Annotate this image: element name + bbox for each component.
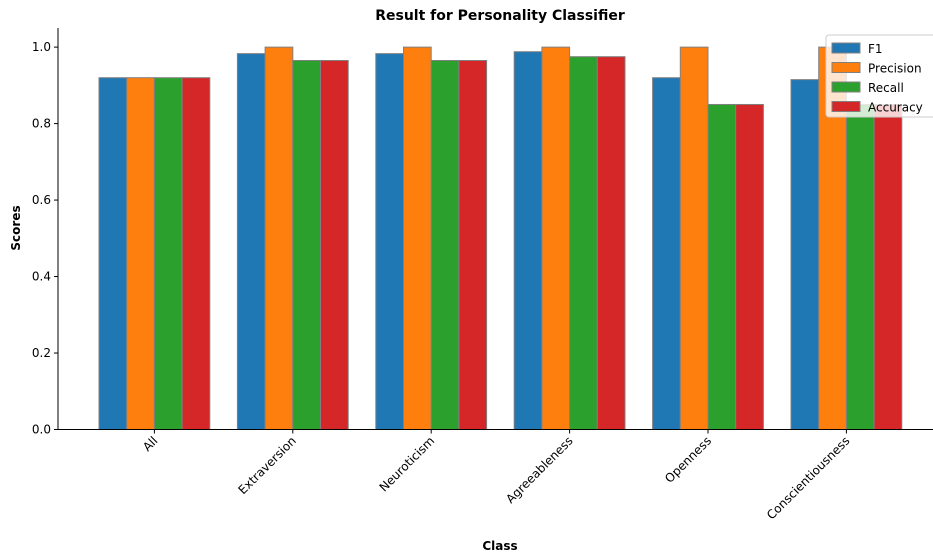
bar-recall-conscientiousness xyxy=(845,103,875,430)
bar-accuracy-conscientiousness xyxy=(873,103,903,430)
x-axis-ticks: All Extraversion Neuroticism Agreeableness O… xyxy=(140,429,853,523)
bar-accuracy-extraversion xyxy=(320,60,349,430)
legend-swatch-recall xyxy=(831,81,861,93)
bar-recall-agreeableness xyxy=(569,56,598,431)
x-tick-label: Neuroticism xyxy=(377,434,438,495)
bar-recall-neuroticism xyxy=(430,60,460,430)
x-axis-label: Class xyxy=(482,539,517,553)
bar-f1-neuroticism xyxy=(375,53,404,430)
legend: F1 Precision Recall Accuracy xyxy=(825,34,933,118)
bar-f1-conscientiousness xyxy=(790,79,820,430)
legend-swatch-precision xyxy=(831,62,861,73)
legend-label-f1: F1 xyxy=(868,42,883,56)
bar-precision-neuroticism xyxy=(403,46,432,430)
legend-box xyxy=(825,34,933,118)
x-tick-label: Extraversion xyxy=(236,434,299,497)
x-tick-label: Openness xyxy=(662,434,714,486)
bar-f1-agreeableness xyxy=(513,51,543,431)
bar-precision-all xyxy=(126,77,155,430)
x-tick-label: Agreeableness xyxy=(503,434,575,506)
bar-accuracy-openness xyxy=(735,103,764,430)
bar-precision-extraversion xyxy=(264,46,294,430)
bar-recall-extraversion xyxy=(292,60,321,430)
y-tick-label: 0.6 xyxy=(32,193,51,207)
bar-f1-openness xyxy=(652,77,681,430)
bar-precision-agreeableness xyxy=(541,46,571,430)
bar-recall-all xyxy=(153,77,183,430)
bar-f1-all xyxy=(98,77,128,430)
bars-group xyxy=(98,46,903,431)
bar-accuracy-all xyxy=(181,77,211,430)
x-tick-label: All xyxy=(140,434,160,454)
chart-title: Result for Personality Classifier xyxy=(375,8,625,24)
y-tick-label: 1.0 xyxy=(32,40,51,54)
bar-recall-openness xyxy=(707,103,737,430)
legend-label-accuracy: Accuracy xyxy=(868,101,923,115)
y-tick-label: 0.8 xyxy=(32,117,51,131)
y-tick-label: 0.0 xyxy=(32,423,51,437)
legend-label-precision: Precision xyxy=(868,62,922,76)
x-tick-label: Conscientiousness xyxy=(764,434,853,523)
bar-precision-openness xyxy=(679,46,709,430)
legend-label-recall: Recall xyxy=(868,81,904,95)
bar-f1-extraversion xyxy=(236,53,266,430)
bar-accuracy-agreeableness xyxy=(596,56,626,431)
legend-swatch-f1 xyxy=(831,42,861,54)
y-tick-label: 0.2 xyxy=(32,346,51,360)
bar-accuracy-neuroticism xyxy=(458,60,488,430)
y-axis-label: Scores xyxy=(9,205,23,250)
legend-swatch-accuracy xyxy=(831,101,861,112)
y-axis-ticks: 0.0 0.2 0.4 0.6 0.8 1.0 xyxy=(32,40,58,437)
y-tick-label: 0.4 xyxy=(32,270,51,284)
